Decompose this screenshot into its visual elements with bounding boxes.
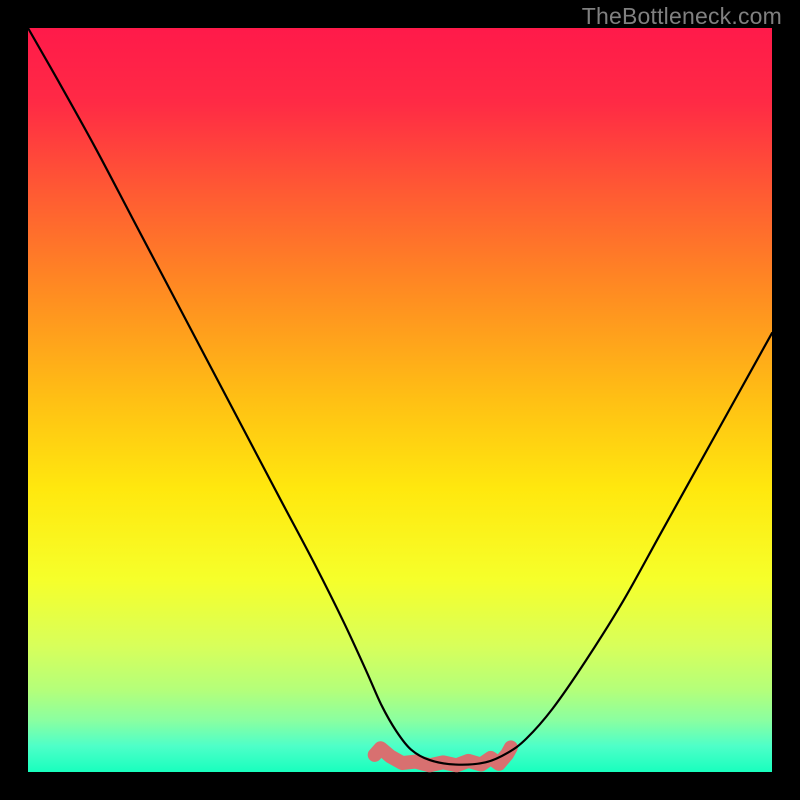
watermark-text: TheBottleneck.com	[582, 3, 782, 30]
chart-frame: TheBottleneck.com	[0, 0, 800, 800]
bottleneck-curve	[28, 28, 772, 765]
chart-overlay	[0, 0, 800, 800]
